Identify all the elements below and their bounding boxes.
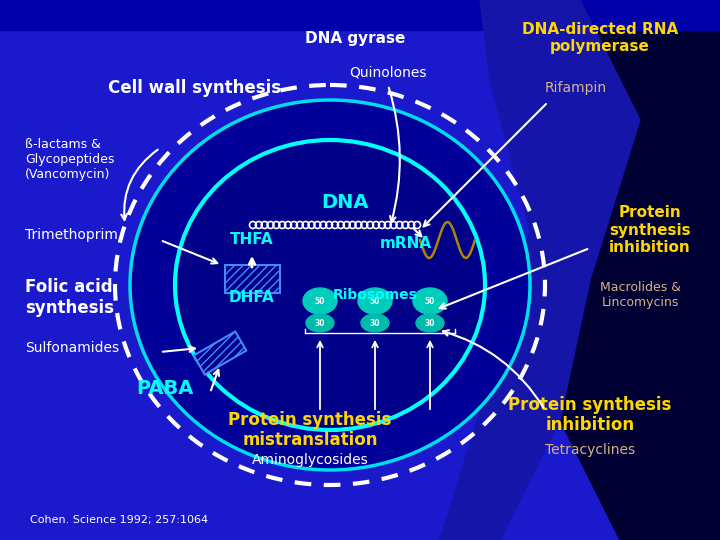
Text: Quinolones: Quinolones (349, 65, 427, 79)
Polygon shape (520, 0, 720, 540)
Text: DNA gyrase: DNA gyrase (305, 30, 405, 45)
Text: 50: 50 (425, 296, 435, 306)
Text: Macrolides &
Lincomycins: Macrolides & Lincomycins (600, 281, 680, 309)
Text: ß-lactams &
Glycopeptides
(Vancomycin): ß-lactams & Glycopeptides (Vancomycin) (25, 138, 114, 181)
Text: DNA-directed RNA
polymerase: DNA-directed RNA polymerase (522, 22, 678, 54)
Ellipse shape (303, 288, 337, 314)
Text: 50: 50 (370, 296, 380, 306)
Text: 30: 30 (425, 319, 436, 327)
Bar (0, 0, 720, 30)
Text: Protein
synthesis
inhibition: Protein synthesis inhibition (609, 205, 691, 255)
Bar (225, 265, 280, 293)
Text: Sulfonamides: Sulfonamides (25, 341, 119, 355)
Text: PABA: PABA (136, 379, 194, 397)
Text: 30: 30 (370, 319, 380, 327)
Ellipse shape (178, 143, 482, 427)
Text: DHFA: DHFA (229, 289, 275, 305)
Ellipse shape (306, 314, 334, 332)
Ellipse shape (413, 288, 447, 314)
Text: Cell wall synthesis: Cell wall synthesis (108, 79, 281, 97)
Text: DNA: DNA (321, 192, 369, 212)
Bar (194, 332, 246, 375)
Text: mRNA: mRNA (380, 235, 432, 251)
Text: Folic acid
synthesis: Folic acid synthesis (25, 278, 114, 317)
Text: THFA: THFA (230, 233, 274, 247)
Ellipse shape (416, 314, 444, 332)
Text: Tetracyclines: Tetracyclines (545, 443, 635, 457)
Text: 30: 30 (315, 319, 325, 327)
Text: Ribosomes: Ribosomes (333, 288, 418, 302)
Ellipse shape (132, 102, 528, 468)
Polygon shape (440, 0, 640, 540)
Text: Protein synthesis
inhibition: Protein synthesis inhibition (508, 396, 672, 434)
Text: Aminoglycosides: Aminoglycosides (251, 453, 369, 467)
Text: Trimethoprim: Trimethoprim (25, 228, 118, 242)
Ellipse shape (361, 314, 389, 332)
Text: Protein synthesis
mistranslation: Protein synthesis mistranslation (228, 410, 392, 449)
Ellipse shape (358, 288, 392, 314)
Text: Rifampin: Rifampin (545, 81, 607, 95)
Polygon shape (0, 0, 720, 60)
Text: Cohen. Science 1992; 257:1064: Cohen. Science 1992; 257:1064 (30, 515, 208, 525)
Text: 50: 50 (315, 296, 325, 306)
